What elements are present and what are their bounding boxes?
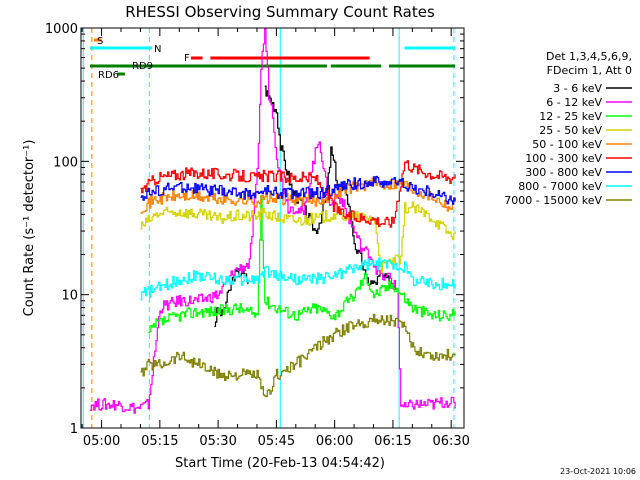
x-tick-label: 05:45 [258, 434, 295, 449]
y-tick-label: 1 [70, 422, 78, 437]
y-tick-label: 10 [61, 289, 78, 304]
legend-label: 800 - 7000 keV [518, 180, 602, 193]
annotation-label-rd9: RD9 [132, 61, 153, 72]
plot-frame [80, 27, 465, 429]
x-axis-ticks: 05:00 05:15 05:30 05:45 06:00 06:15 06:30 [81, 28, 470, 449]
legend-label: 3 - 6 keV [553, 82, 602, 95]
y-axis-label: Count Rate (s⁻¹ detector⁻¹) [22, 140, 37, 317]
legend-header-line-1: Det 1,3,4,5,6,9, [546, 50, 632, 63]
y-tick-label: 100 [53, 155, 78, 170]
y-axis-ticks: 1 10 100 1000 [45, 22, 464, 437]
legend-label: 7000 - 15000 keV [504, 194, 602, 207]
series-line-2 [148, 195, 456, 334]
x-tick-label: 06:30 [432, 434, 469, 449]
footer-date: 23-Oct-2021 10:06 [560, 467, 636, 476]
chart-title: RHESSI Observing Summary Count Rates [125, 3, 435, 21]
series-line-1 [89, 28, 456, 414]
legend-label: 50 - 100 keV [532, 138, 602, 151]
x-tick-label: 06:00 [316, 434, 353, 449]
legend-label: 300 - 800 keV [525, 166, 602, 179]
annotation-label-s: S [97, 36, 103, 47]
annotation-label-n: N [154, 44, 161, 55]
x-tick-label: 05:15 [141, 434, 178, 449]
series-line-0 [264, 85, 397, 290]
series-line-4 [140, 177, 456, 214]
legend-label: 25 - 50 keV [539, 124, 602, 137]
x-axis-label: Start Time (20-Feb-13 04:54:42) [175, 456, 385, 471]
series-line-8 [140, 313, 456, 398]
series-line-0 [214, 268, 249, 327]
legend-label: 6 - 12 keV [546, 96, 602, 109]
legend-label: 12 - 25 keV [539, 110, 602, 123]
x-tick-label: 05:30 [199, 434, 236, 449]
annotation-label-f: F [184, 53, 190, 64]
legend-header-line-2: FDecim 1, Att 0 [547, 64, 632, 77]
series-line-5 [140, 160, 456, 228]
annotation-label-rd6: RD6 [98, 70, 119, 81]
legend-label: 100 - 300 keV [525, 152, 602, 165]
series-line-7 [140, 257, 456, 301]
x-tick-label: 05:00 [83, 434, 120, 449]
y-tick-label: 1000 [45, 22, 78, 37]
series-line-6 [140, 175, 456, 205]
x-tick-label: 06:15 [374, 434, 411, 449]
series-line-3 [140, 201, 456, 274]
